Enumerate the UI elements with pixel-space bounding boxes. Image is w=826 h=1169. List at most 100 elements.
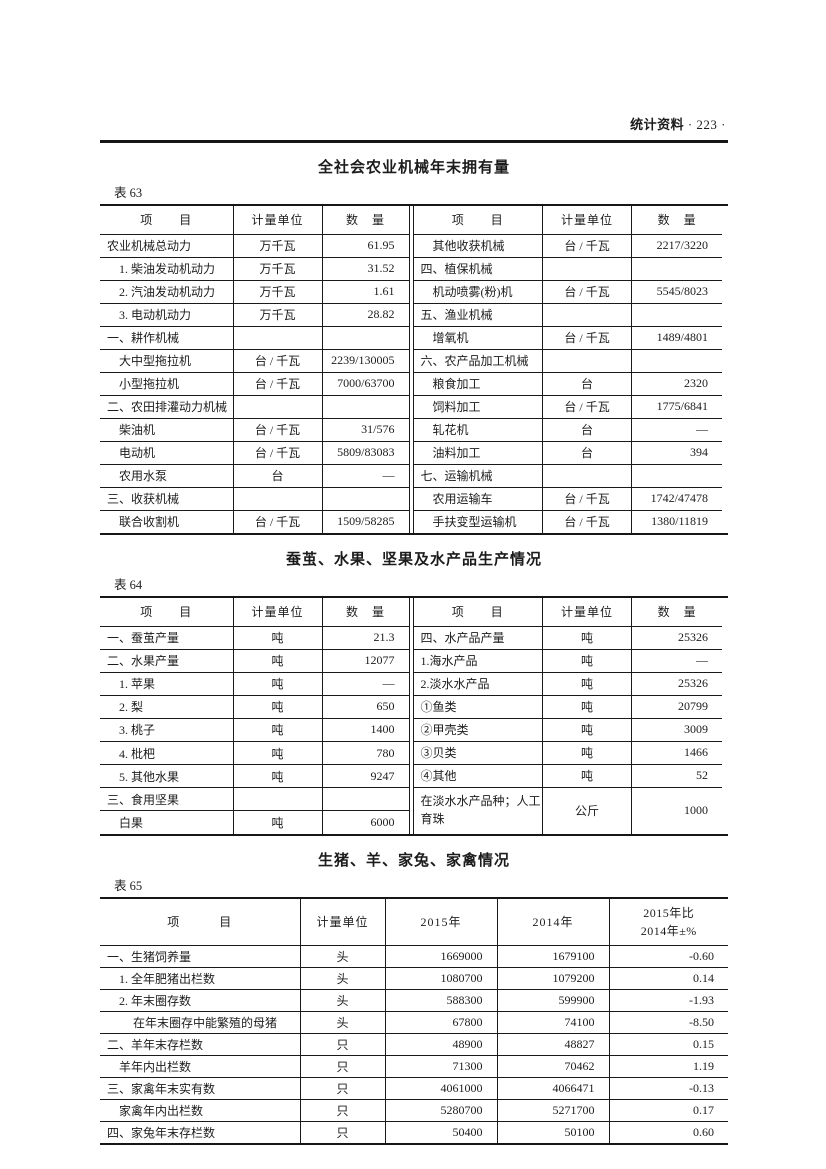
- table-row: 3. 电动机动力 万千瓦 28.82: [100, 303, 409, 327]
- item-cell: 粮食加工: [413, 372, 543, 396]
- qty-cell: 28.82: [321, 303, 409, 327]
- item-cell: 七、运输机械: [413, 464, 543, 488]
- item-cell: 四、水产品产量: [413, 626, 543, 650]
- table-row: 1.海水产品吨 —: [413, 649, 722, 673]
- item-cell: 4. 枇杷: [100, 741, 233, 766]
- item-cell: 二、农田排灌动力机械: [100, 395, 233, 419]
- item-cell: 一、生猪饲养量: [100, 945, 300, 968]
- item-cell: 三、收获机械: [100, 487, 233, 511]
- col-header-change: 2015年比 2014年±%: [608, 898, 728, 946]
- table-65: 项 目 计量单位 2015年 2014年 2015年比 2014年±% 一、生猪…: [100, 896, 728, 1145]
- table-row: 六、农产品加工机械: [413, 349, 722, 373]
- qty-cell: 1.61: [321, 280, 409, 304]
- y2014-cell: 1679100: [496, 945, 609, 968]
- table-row: 2. 汽油发动机动力 万千瓦 1.61: [100, 280, 409, 304]
- item-cell: 油料加工: [413, 441, 543, 465]
- table-row: 二、羊年末存栏数只 48900 48827 0.15: [100, 1033, 728, 1056]
- item-cell: 羊年内出栏数: [100, 1055, 300, 1078]
- item-cell: 四、家兔年末存栏数: [107, 1125, 216, 1140]
- item-cell: 一、耕作机械: [100, 326, 233, 350]
- unit-cell: 台 / 千瓦: [541, 234, 632, 258]
- qty-cell: [321, 487, 409, 511]
- table-63: 项 目 计量单位 数 量 农业机械总动力 万千瓦 61.95 1. 柴油发动机动力 万千…: [100, 203, 728, 535]
- change-cell: 0.15: [608, 1033, 728, 1056]
- qty-cell: 1466: [631, 741, 722, 765]
- table-row: 3. 桃子吨 1400: [100, 718, 409, 743]
- table-row: 1. 全年肥猪出栏数头 1080700 1079200 0.14: [100, 967, 728, 990]
- y2015-cell: 588300: [384, 989, 497, 1012]
- item-cell: 1.海水产品: [413, 649, 543, 673]
- unit-cell: 台 / 千瓦: [541, 326, 632, 350]
- y2014-cell: 50100: [496, 1121, 609, 1143]
- table-row: 2.淡水水产品吨 25326: [413, 672, 722, 696]
- qty-cell: 780: [321, 741, 409, 766]
- qty-cell: 650: [321, 695, 409, 719]
- unit-cell: 吨: [541, 649, 632, 673]
- unit-cell: 头: [299, 967, 385, 990]
- qty-cell: 1509/58285: [321, 510, 409, 533]
- table63-label: 表 63: [114, 185, 143, 200]
- qty-cell: 2320: [631, 372, 722, 396]
- qty-cell: [321, 326, 409, 350]
- unit-cell: 台 / 千瓦: [232, 372, 322, 396]
- col-header-2015: 2015年: [384, 898, 497, 946]
- table63-title: 全社会农业机械年末拥有量: [317, 158, 510, 176]
- col-header-qty: 数 量: [631, 205, 722, 235]
- col-header-item: 项 目: [100, 597, 233, 627]
- qty-cell: 25326: [631, 626, 722, 650]
- y2014-cell: 599900: [496, 989, 609, 1012]
- table-row: 小型拖拉机台 / 千瓦 7000/63700: [100, 372, 409, 396]
- y2014-cell: 48827: [496, 1033, 609, 1056]
- header-row: 项 目 计量单位 数 量: [100, 597, 409, 627]
- unit-cell: 台 / 千瓦: [232, 349, 322, 373]
- change-cell: 0.14: [608, 967, 728, 990]
- unit-cell: 台 / 千瓦: [232, 510, 322, 533]
- table65-title: 生猪、羊、家兔、家禽情况: [317, 851, 510, 869]
- unit-cell: [541, 257, 632, 281]
- unit-cell: 吨: [541, 718, 632, 742]
- item-cell: 饲料加工: [413, 395, 543, 419]
- qty-cell: 2239/130005: [321, 349, 409, 373]
- header-row: 项 目 计量单位 2015年 2014年 2015年比 2014年±%: [100, 898, 728, 946]
- qty-cell: 1775/6841: [631, 395, 722, 419]
- y2015-cell: 48900: [384, 1033, 497, 1056]
- unit-cell: [541, 303, 632, 327]
- table-row: 四、植保机械: [413, 257, 722, 281]
- unit-cell: 台 / 千瓦: [541, 510, 632, 533]
- table-row: 2. 梨吨 650: [100, 695, 409, 719]
- unit-cell: 吨: [541, 764, 632, 788]
- change-cell: -1.93: [608, 989, 728, 1012]
- item-cell: 手扶变型运输机: [432, 515, 517, 529]
- qty-cell: 52: [631, 764, 722, 788]
- item-cell: 其他收获机械: [413, 234, 543, 258]
- table-row: 二、水果产量吨 12077: [100, 649, 409, 673]
- unit-cell: 台: [541, 441, 632, 465]
- col-header-qty: 数 量: [321, 597, 409, 627]
- table-row: 5. 其他水果吨 9247: [100, 764, 409, 789]
- item-cell: 3. 电动机动力: [100, 303, 233, 327]
- qty-cell: —: [631, 418, 722, 442]
- unit-cell: 吨: [541, 672, 632, 696]
- header-row: 项 目 计量单位 数 量: [413, 597, 722, 627]
- table-row: 一、生猪饲养量头 1669000 1679100 -0.60: [100, 945, 728, 968]
- item-cell: 农用运输车: [413, 487, 543, 511]
- item-cell: ④其他: [413, 764, 543, 788]
- col-header-item: 项 目: [413, 597, 543, 627]
- unit-cell: 只: [299, 1077, 385, 1100]
- table-row: 机动喷雾(粉)机台 / 千瓦 5545/8023: [413, 280, 722, 304]
- unit-cell: 万千瓦: [232, 257, 322, 281]
- col-header-unit: 计量单位: [541, 205, 632, 235]
- unit-cell: [232, 395, 322, 419]
- y2015-cell: 50400: [384, 1121, 497, 1143]
- item-cell: 1. 全年肥猪出栏数: [100, 967, 300, 990]
- col-header-item: 项 目: [413, 205, 543, 235]
- qty-cell: 31.52: [321, 257, 409, 281]
- table-row: ④其他吨 52: [413, 764, 722, 788]
- col-header-item: 项 目: [100, 898, 300, 946]
- y2015-cell: 1669000: [384, 945, 497, 968]
- unit-cell: 万千瓦: [232, 234, 322, 258]
- table-row: 轧花机台 —: [413, 418, 722, 442]
- qty-cell: —: [321, 672, 409, 696]
- unit-cell: 吨: [541, 741, 632, 765]
- table64-right-panel: 项 目 计量单位 数 量 四、水产品产量吨 25326 1.海水产品吨 —2.淡水水产…: [412, 597, 722, 834]
